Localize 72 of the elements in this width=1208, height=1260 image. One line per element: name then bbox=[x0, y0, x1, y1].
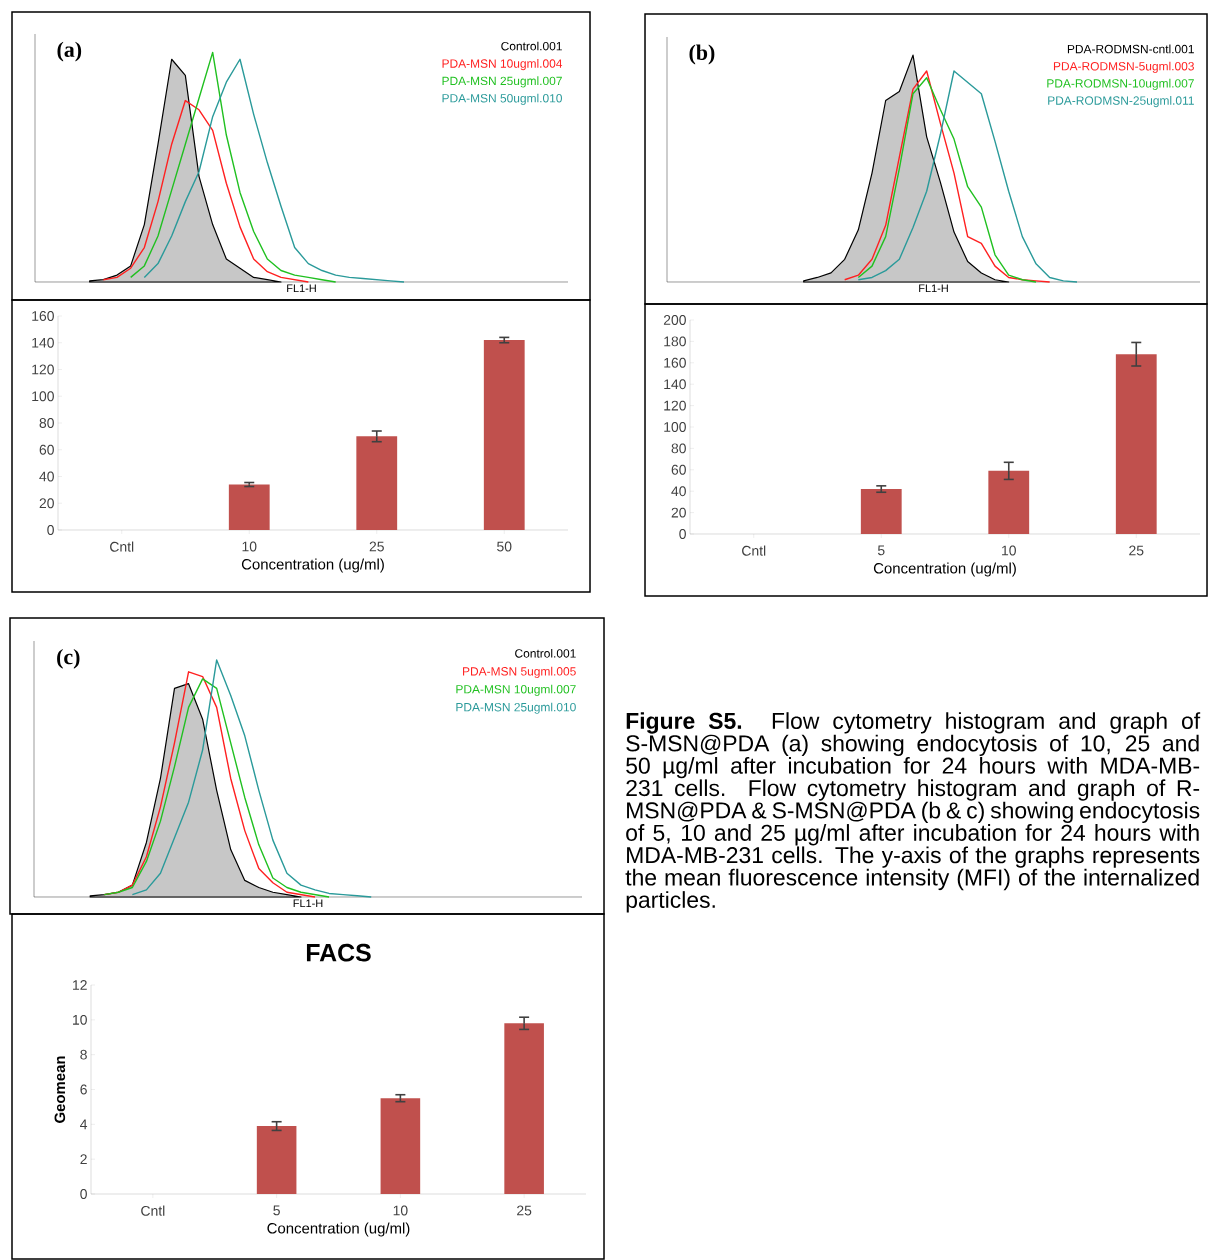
text: PDA-MSN 50ugml.010 bbox=[442, 93, 562, 105]
bar bbox=[860, 489, 902, 534]
x-axis-title: Concentration (ug/ml) bbox=[873, 562, 1016, 577]
x-axis-title: Concentration (ug/ml) bbox=[241, 558, 384, 573]
x-tick-label: 25 bbox=[369, 541, 384, 552]
text: PDA-MSN 25ugml.010 bbox=[456, 702, 576, 714]
y-tick-label: 140 bbox=[664, 379, 686, 390]
x-tick-label: 10 bbox=[1002, 545, 1016, 556]
x-tick-label: 5 bbox=[877, 545, 885, 556]
annotation: (c) bbox=[57, 648, 80, 669]
annotation: (b) bbox=[689, 44, 715, 65]
y-tick-label: 40 bbox=[671, 486, 686, 497]
y-tick-label: 200 bbox=[663, 315, 686, 325]
y-axis-title: Geomean bbox=[54, 1056, 66, 1123]
x-tick-label: 25 bbox=[517, 1205, 532, 1216]
x-tick-label: Cntl bbox=[110, 541, 134, 552]
y-tick-label: 0 bbox=[80, 1189, 87, 1199]
chart-title: FACS bbox=[306, 943, 371, 962]
y-tick-label: 160 bbox=[32, 311, 54, 321]
y-tick-label: 100 bbox=[664, 422, 686, 432]
y-tick-label: 0 bbox=[47, 525, 54, 535]
y-tick-label: 4 bbox=[80, 1119, 88, 1130]
bar bbox=[228, 484, 270, 530]
bar bbox=[356, 436, 398, 530]
text: PDA-RODMSN-10ugml.007 bbox=[1047, 78, 1194, 90]
text: Control.001 bbox=[515, 648, 576, 658]
y-tick-label: 0 bbox=[679, 529, 686, 539]
x-axis-title: FL1-H bbox=[287, 284, 316, 293]
text: PDA-MSN 25ugml.007 bbox=[442, 76, 562, 88]
y-tick-label: 60 bbox=[39, 444, 54, 455]
text: PDA-RODMSN-cntl.001 bbox=[1067, 44, 1194, 54]
y-tick-label: 2 bbox=[80, 1154, 87, 1165]
y-tick-label: 20 bbox=[39, 498, 54, 509]
x-axis-title: FL1-H bbox=[293, 899, 323, 908]
y-tick-label: 12 bbox=[73, 980, 87, 990]
text: Figure S5. Flow cytometry histogram and graph of S-MSN@PDA (a) showing endocytosis of 10, 25 and 50 µg/ml after incubation for 24 hours with MDA-MB-231 cells. Flow cytometry histogram and graph of R-MSN@PDA & S-MSN@PDA (b & c) showing endocytosis of 5, 10 and 25 µg/ml after incubation for 24 hours with MDA-MB-231 cells. The y-axis of the graphs represents the mean fluorescence intensity (MFI) of the internalized particles. bbox=[625, 712, 1201, 913]
y-tick-label: 160 bbox=[664, 357, 686, 368]
y-tick-label: 100 bbox=[32, 391, 54, 402]
y-tick-label: 180 bbox=[664, 336, 686, 347]
text: PDA-RODMSN-25ugml.011 bbox=[1048, 95, 1194, 108]
x-axis-title: Concentration (ug/ml) bbox=[267, 1222, 410, 1237]
y-tick-label: 120 bbox=[32, 364, 54, 375]
x-tick-label: 50 bbox=[497, 541, 512, 552]
x-tick-label: 5 bbox=[273, 1205, 280, 1216]
bar bbox=[988, 470, 1030, 534]
bar bbox=[483, 340, 525, 530]
x-tick-label: 10 bbox=[242, 541, 257, 552]
bar bbox=[380, 1098, 421, 1194]
x-tick-label: 25 bbox=[1129, 545, 1144, 556]
bar bbox=[504, 1023, 544, 1194]
x-tick-label: Cntl bbox=[141, 1205, 165, 1216]
y-tick-label: 120 bbox=[664, 400, 686, 411]
y-tick-label: 140 bbox=[32, 337, 54, 348]
y-tick-label: 6 bbox=[80, 1084, 87, 1095]
bar bbox=[1115, 354, 1157, 534]
y-tick-label: 10 bbox=[73, 1014, 87, 1025]
bar bbox=[256, 1126, 297, 1194]
annotation: (a) bbox=[57, 41, 82, 62]
y-tick-label: 80 bbox=[671, 443, 686, 454]
y-tick-label: 20 bbox=[671, 507, 686, 518]
x-tick-label: 10 bbox=[393, 1205, 408, 1216]
y-tick-label: 60 bbox=[671, 464, 686, 475]
x-axis-title: FL1-H bbox=[919, 284, 948, 293]
text: PDA-MSN 10ugml.004 bbox=[442, 58, 563, 71]
text: PDA-RODMSN-5ugml.003 bbox=[1053, 61, 1194, 73]
y-tick-label: 40 bbox=[39, 471, 54, 482]
text: Control.001 bbox=[501, 41, 562, 51]
x-tick-label: Cntl bbox=[742, 545, 766, 556]
y-tick-label: 8 bbox=[80, 1049, 87, 1060]
text: PDA-MSN 5ugml.005 bbox=[463, 666, 576, 678]
y-tick-label: 80 bbox=[39, 418, 54, 428]
text: PDA-MSN 10ugml.007 bbox=[456, 684, 576, 696]
